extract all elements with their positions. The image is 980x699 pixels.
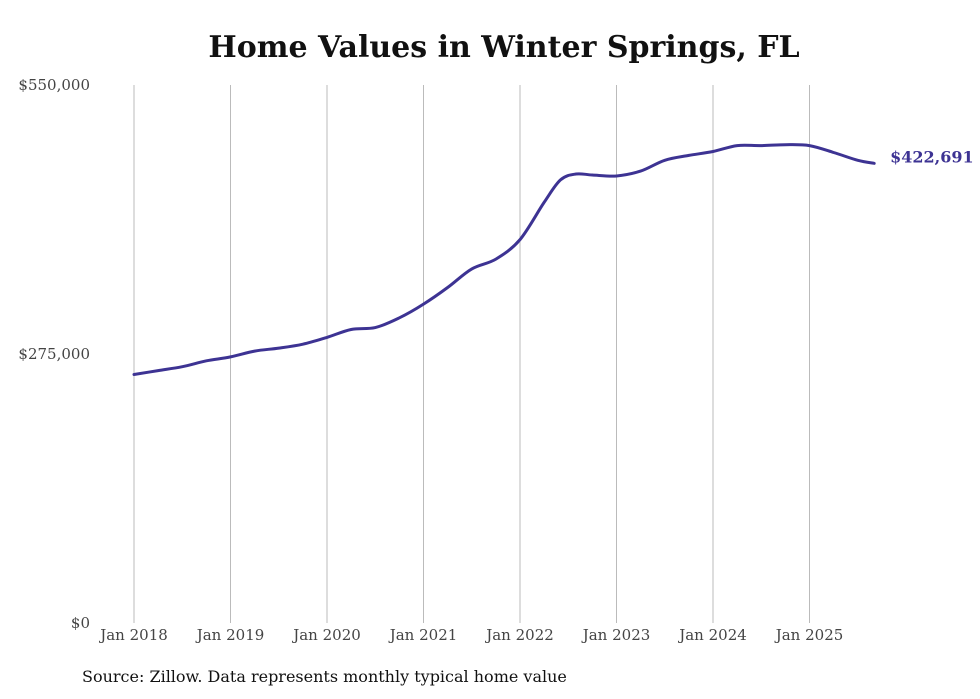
end-value-label: $422,691 <box>890 147 974 166</box>
y-axis-ticks: $0 $275,000 $550,000 <box>18 76 90 632</box>
x-axis-ticks: Jan 2018 Jan 2019 Jan 2020 Jan 2021 Jan 2022… <box>98 626 843 644</box>
x-tick-label: Jan 2020 <box>291 626 361 644</box>
x-tick-label: Jan 2025 <box>774 626 844 644</box>
y-tick-label: $0 <box>71 614 90 632</box>
grid-lines <box>133 85 810 623</box>
chart-title: Home Values in Winter Springs, FL <box>208 30 800 65</box>
y-tick-label: $275,000 <box>18 345 90 363</box>
x-tick-label: Jan 2022 <box>484 626 554 644</box>
x-tick-label: Jan 2018 <box>98 626 168 644</box>
x-tick-label: Jan 2024 <box>677 626 747 644</box>
x-tick-label: Jan 2021 <box>388 626 458 644</box>
x-tick-label: Jan 2023 <box>581 626 651 644</box>
y-tick-label: $550,000 <box>18 76 90 94</box>
series-line <box>132 143 876 376</box>
source-note: Source: Zillow. Data represents monthly … <box>82 667 567 686</box>
x-tick-label: Jan 2019 <box>195 626 265 644</box>
series-layer: $422,691 <box>132 143 974 376</box>
